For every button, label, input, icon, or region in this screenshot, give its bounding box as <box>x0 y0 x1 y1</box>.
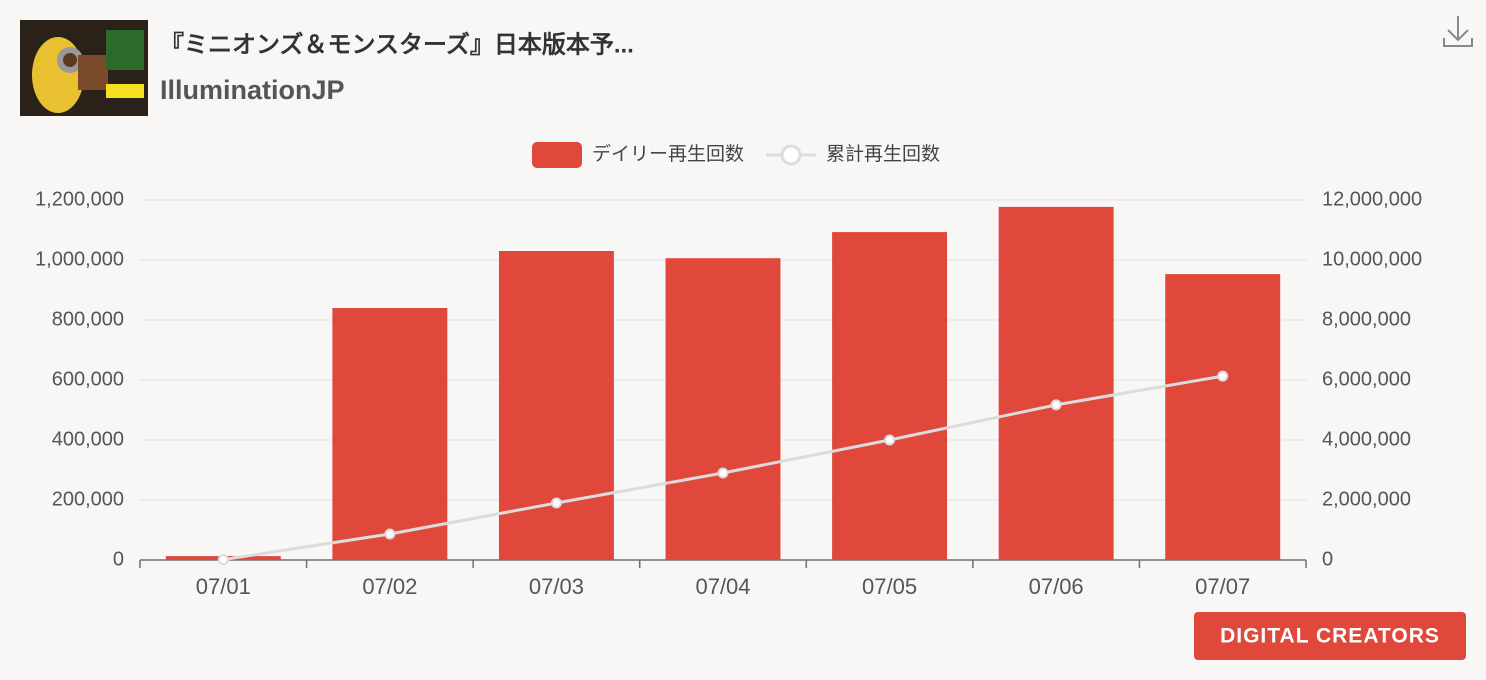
x-tick-label: 07/01 <box>196 574 251 599</box>
y-tick-label: 800,000 <box>52 308 124 330</box>
x-tick-label: 07/06 <box>1029 574 1084 599</box>
chart: 0 200,000 400,000 600,000 800,000 1,000,000 1,… <box>35 142 1422 599</box>
x-tick-label: 07/07 <box>1195 574 1250 599</box>
y-tick-label: 400,000 <box>52 428 124 450</box>
bar <box>665 258 781 560</box>
y2-tick-label: 8,000,000 <box>1322 308 1411 330</box>
download-button[interactable] <box>1443 16 1473 47</box>
legend-label: 累計再生回数 <box>826 143 940 165</box>
y2-tick-label: 6,000,000 <box>1322 368 1411 390</box>
legend-label: デイリー再生回数 <box>592 143 744 165</box>
legend-swatch <box>780 144 802 166</box>
y-tick-label: 0 <box>113 548 124 570</box>
y2-tick-label: 4,000,000 <box>1322 428 1411 450</box>
bar <box>1165 274 1281 560</box>
line-point <box>1217 370 1229 382</box>
brand-text: DIGITAL CREATORS <box>1220 625 1440 648</box>
x-tick-label: 07/03 <box>529 574 584 599</box>
bar <box>332 308 448 560</box>
line-point <box>550 497 562 509</box>
thumbnail <box>20 20 148 116</box>
y2-tick-label: 10,000,000 <box>1322 248 1422 270</box>
line-point <box>884 434 896 446</box>
y2-tick-label: 0 <box>1322 548 1333 570</box>
channel-name: IlluminationJP <box>160 75 345 105</box>
x-tick-label: 07/05 <box>862 574 917 599</box>
bar <box>832 232 948 560</box>
x-tick-label: 07/04 <box>695 574 750 599</box>
y-tick-label: 200,000 <box>52 488 124 510</box>
bar <box>498 251 614 560</box>
y2-tick-label: 2,000,000 <box>1322 488 1411 510</box>
y-tick-label: 1,000,000 <box>35 248 124 270</box>
y-tick-label: 1,200,000 <box>35 188 124 210</box>
y2-tick-label: 12,000,000 <box>1322 188 1422 210</box>
line-point <box>217 554 229 566</box>
line-point <box>1050 399 1062 411</box>
legend-swatch <box>532 142 582 168</box>
legend: デイリー再生回数 累計再生回数 <box>532 142 940 168</box>
video-title: 『ミニオンズ＆モンスターズ』日本版本予... <box>160 30 634 58</box>
x-tick-label: 07/02 <box>362 574 417 599</box>
brand-logo[interactable]: DIGITAL CREATORS <box>1194 612 1466 660</box>
bar <box>998 206 1114 560</box>
line-point <box>717 467 729 479</box>
y-tick-label: 600,000 <box>52 368 124 390</box>
line-point <box>384 528 396 540</box>
